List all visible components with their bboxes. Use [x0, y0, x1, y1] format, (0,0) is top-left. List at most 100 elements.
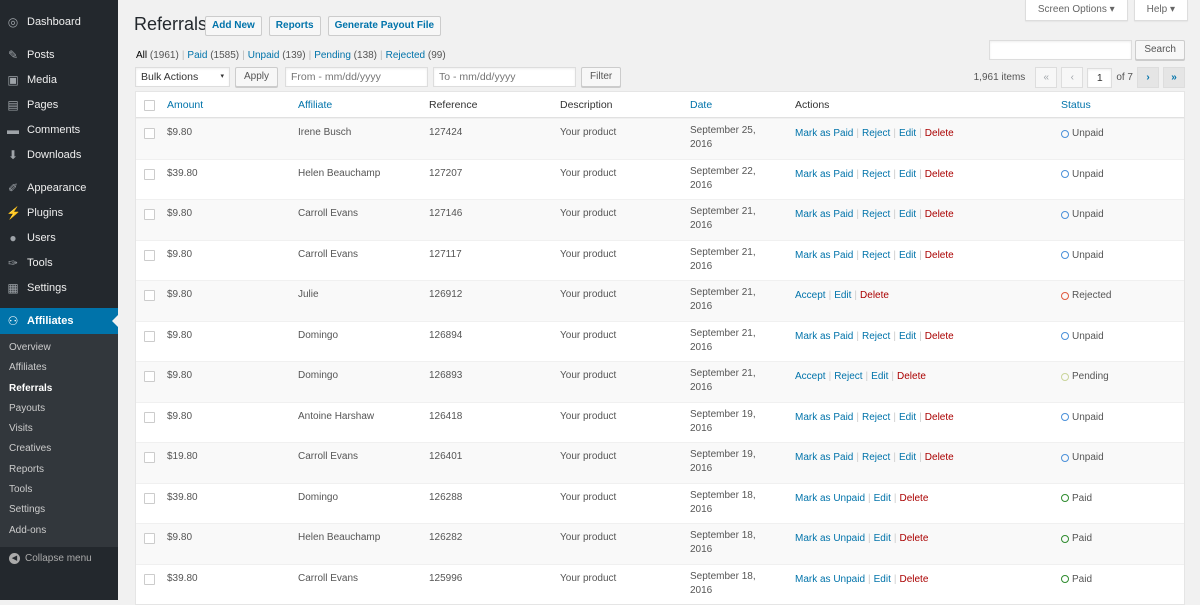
sort-status[interactable]: Status: [1061, 99, 1091, 111]
reference-link[interactable]: 125996: [429, 572, 463, 584]
action-edit[interactable]: Edit: [898, 330, 917, 342]
action-mark-as-paid[interactable]: Mark as Paid: [795, 411, 854, 423]
sidebar-item-affiliates[interactable]: ⚇ Affiliates: [0, 308, 118, 334]
add-new-button[interactable]: Add New: [205, 16, 262, 36]
sort-amount[interactable]: Amount: [167, 99, 204, 111]
from-date-input[interactable]: [285, 67, 429, 87]
row-checkbox[interactable]: [144, 371, 155, 382]
sort-affiliate[interactable]: Affiliate: [298, 99, 333, 111]
prev-page-button[interactable]: ‹: [1061, 67, 1084, 88]
action-delete[interactable]: Delete: [860, 290, 889, 301]
submenu-item-referrals[interactable]: Referrals: [9, 382, 53, 394]
submenu-item-creatives[interactable]: Creatives: [9, 443, 52, 455]
action-reject[interactable]: Reject: [861, 128, 891, 139]
submenu-item-reports[interactable]: Reports: [9, 463, 45, 475]
reference-link[interactable]: 127117: [429, 248, 462, 260]
help-button[interactable]: Help ▾: [1133, 0, 1188, 21]
screen-options-button[interactable]: Screen Options ▾: [1024, 0, 1128, 21]
submenu-item-settings[interactable]: Settings: [9, 504, 46, 516]
action-delete[interactable]: Delete: [897, 371, 926, 382]
reference-link[interactable]: 127146: [429, 208, 463, 219]
action-delete[interactable]: Delete: [924, 249, 954, 261]
action-mark-as-paid[interactable]: Mark as Paid: [795, 168, 854, 180]
row-checkbox[interactable]: [144, 128, 155, 139]
current-page-input[interactable]: [1087, 67, 1113, 88]
action-edit[interactable]: Edit: [898, 249, 917, 261]
submenu-item-tools[interactable]: Tools: [9, 484, 33, 496]
sidebar-item-tools[interactable]: ✑ Tools: [0, 250, 118, 275]
action-edit[interactable]: Edit: [898, 128, 917, 139]
affiliate-link[interactable]: Carroll Evans: [298, 248, 359, 260]
row-checkbox[interactable]: [144, 249, 155, 261]
row-checkbox[interactable]: [144, 573, 155, 585]
action-reject[interactable]: Reject: [861, 209, 891, 220]
row-checkbox[interactable]: [144, 411, 155, 423]
affiliate-link[interactable]: Carroll Evans: [298, 451, 359, 462]
action-edit[interactable]: Edit: [873, 492, 891, 504]
filter-rejected[interactable]: Rejected: [385, 50, 426, 61]
row-checkbox[interactable]: [144, 452, 155, 463]
sidebar-item-plugins[interactable]: ⚡ Plugins: [0, 200, 118, 225]
filter-paid[interactable]: Paid: [187, 50, 208, 61]
filter-all[interactable]: All: [136, 50, 148, 61]
action-edit[interactable]: Edit: [898, 411, 917, 423]
reference-link[interactable]: 126894: [429, 329, 463, 341]
action-reject[interactable]: Reject: [861, 452, 891, 463]
bulk-actions-select[interactable]: Bulk Actions ▾: [135, 67, 230, 87]
sidebar-item-comments[interactable]: ▬ Comments: [0, 117, 118, 142]
action-edit[interactable]: Edit: [873, 573, 891, 585]
action-delete[interactable]: Delete: [924, 411, 954, 423]
row-checkbox[interactable]: [144, 168, 155, 180]
apply-button[interactable]: Apply: [235, 67, 279, 87]
filter-unpaid[interactable]: Unpaid: [247, 50, 280, 61]
first-page-button[interactable]: «: [1035, 67, 1058, 88]
submenu-item-add-ons[interactable]: Add-ons: [9, 524, 47, 536]
action-edit[interactable]: Edit: [873, 533, 891, 544]
submenu-item-overview[interactable]: Overview: [9, 342, 51, 353]
row-checkbox[interactable]: [144, 209, 155, 220]
submenu-item-visits[interactable]: Visits: [9, 423, 33, 435]
action-mark-as-paid[interactable]: Mark as Paid: [795, 330, 854, 342]
affiliate-link[interactable]: Irene Busch: [298, 127, 352, 138]
action-reject[interactable]: Reject: [861, 330, 891, 342]
action-mark-as-paid[interactable]: Mark as Paid: [795, 249, 854, 261]
sort-date[interactable]: Date: [690, 99, 713, 111]
submenu-item-affiliates[interactable]: Affiliates: [9, 362, 47, 374]
affiliate-link[interactable]: Antoine Harshaw: [298, 410, 375, 422]
affiliate-link[interactable]: Domingo: [298, 329, 339, 341]
action-edit[interactable]: Edit: [871, 371, 889, 382]
generate-payout-file-button[interactable]: Generate Payout File: [327, 16, 442, 36]
affiliate-link[interactable]: Domingo: [298, 491, 339, 503]
action-mark-as-paid[interactable]: Mark as Paid: [795, 452, 854, 463]
sidebar-item-dashboard[interactable]: ◎ Dashboard: [0, 9, 118, 34]
sidebar-item-media[interactable]: ▣ Media: [0, 67, 118, 92]
action-reject[interactable]: Reject: [861, 411, 891, 423]
action-mark-as-unpaid[interactable]: Mark as Unpaid: [795, 492, 866, 504]
action-mark-as-unpaid[interactable]: Mark as Unpaid: [795, 533, 866, 544]
reference-link[interactable]: 126912: [429, 289, 463, 300]
row-checkbox[interactable]: [144, 492, 155, 504]
action-edit[interactable]: Edit: [834, 290, 852, 301]
action-mark-as-paid[interactable]: Mark as Paid: [795, 209, 854, 220]
reference-link[interactable]: 126893: [429, 370, 463, 381]
sidebar-item-downloads[interactable]: ⬇ Downloads: [0, 142, 118, 167]
row-checkbox[interactable]: [144, 330, 155, 342]
row-checkbox[interactable]: [144, 533, 155, 544]
affiliate-link[interactable]: Julie: [298, 289, 319, 300]
select-all-checkbox[interactable]: [144, 100, 155, 111]
action-delete[interactable]: Delete: [924, 128, 954, 139]
affiliate-link[interactable]: Helen Beauchamp: [298, 532, 381, 543]
last-page-button[interactable]: »: [1163, 67, 1185, 88]
filter-pending[interactable]: Pending: [314, 50, 351, 61]
reference-link[interactable]: 126288: [429, 491, 463, 503]
row-checkbox[interactable]: [144, 290, 155, 301]
reference-link[interactable]: 127207: [429, 167, 463, 179]
action-reject[interactable]: Reject: [861, 168, 891, 180]
action-reject[interactable]: Reject: [861, 249, 891, 261]
action-delete[interactable]: Delete: [924, 330, 954, 342]
sidebar-item-settings[interactable]: ▦ Settings: [0, 275, 118, 300]
collapse-menu-button[interactable]: ◀ Collapse menu: [0, 552, 118, 564]
action-reject[interactable]: Reject: [834, 371, 863, 382]
action-delete[interactable]: Delete: [899, 533, 929, 544]
to-date-input[interactable]: [433, 67, 577, 87]
